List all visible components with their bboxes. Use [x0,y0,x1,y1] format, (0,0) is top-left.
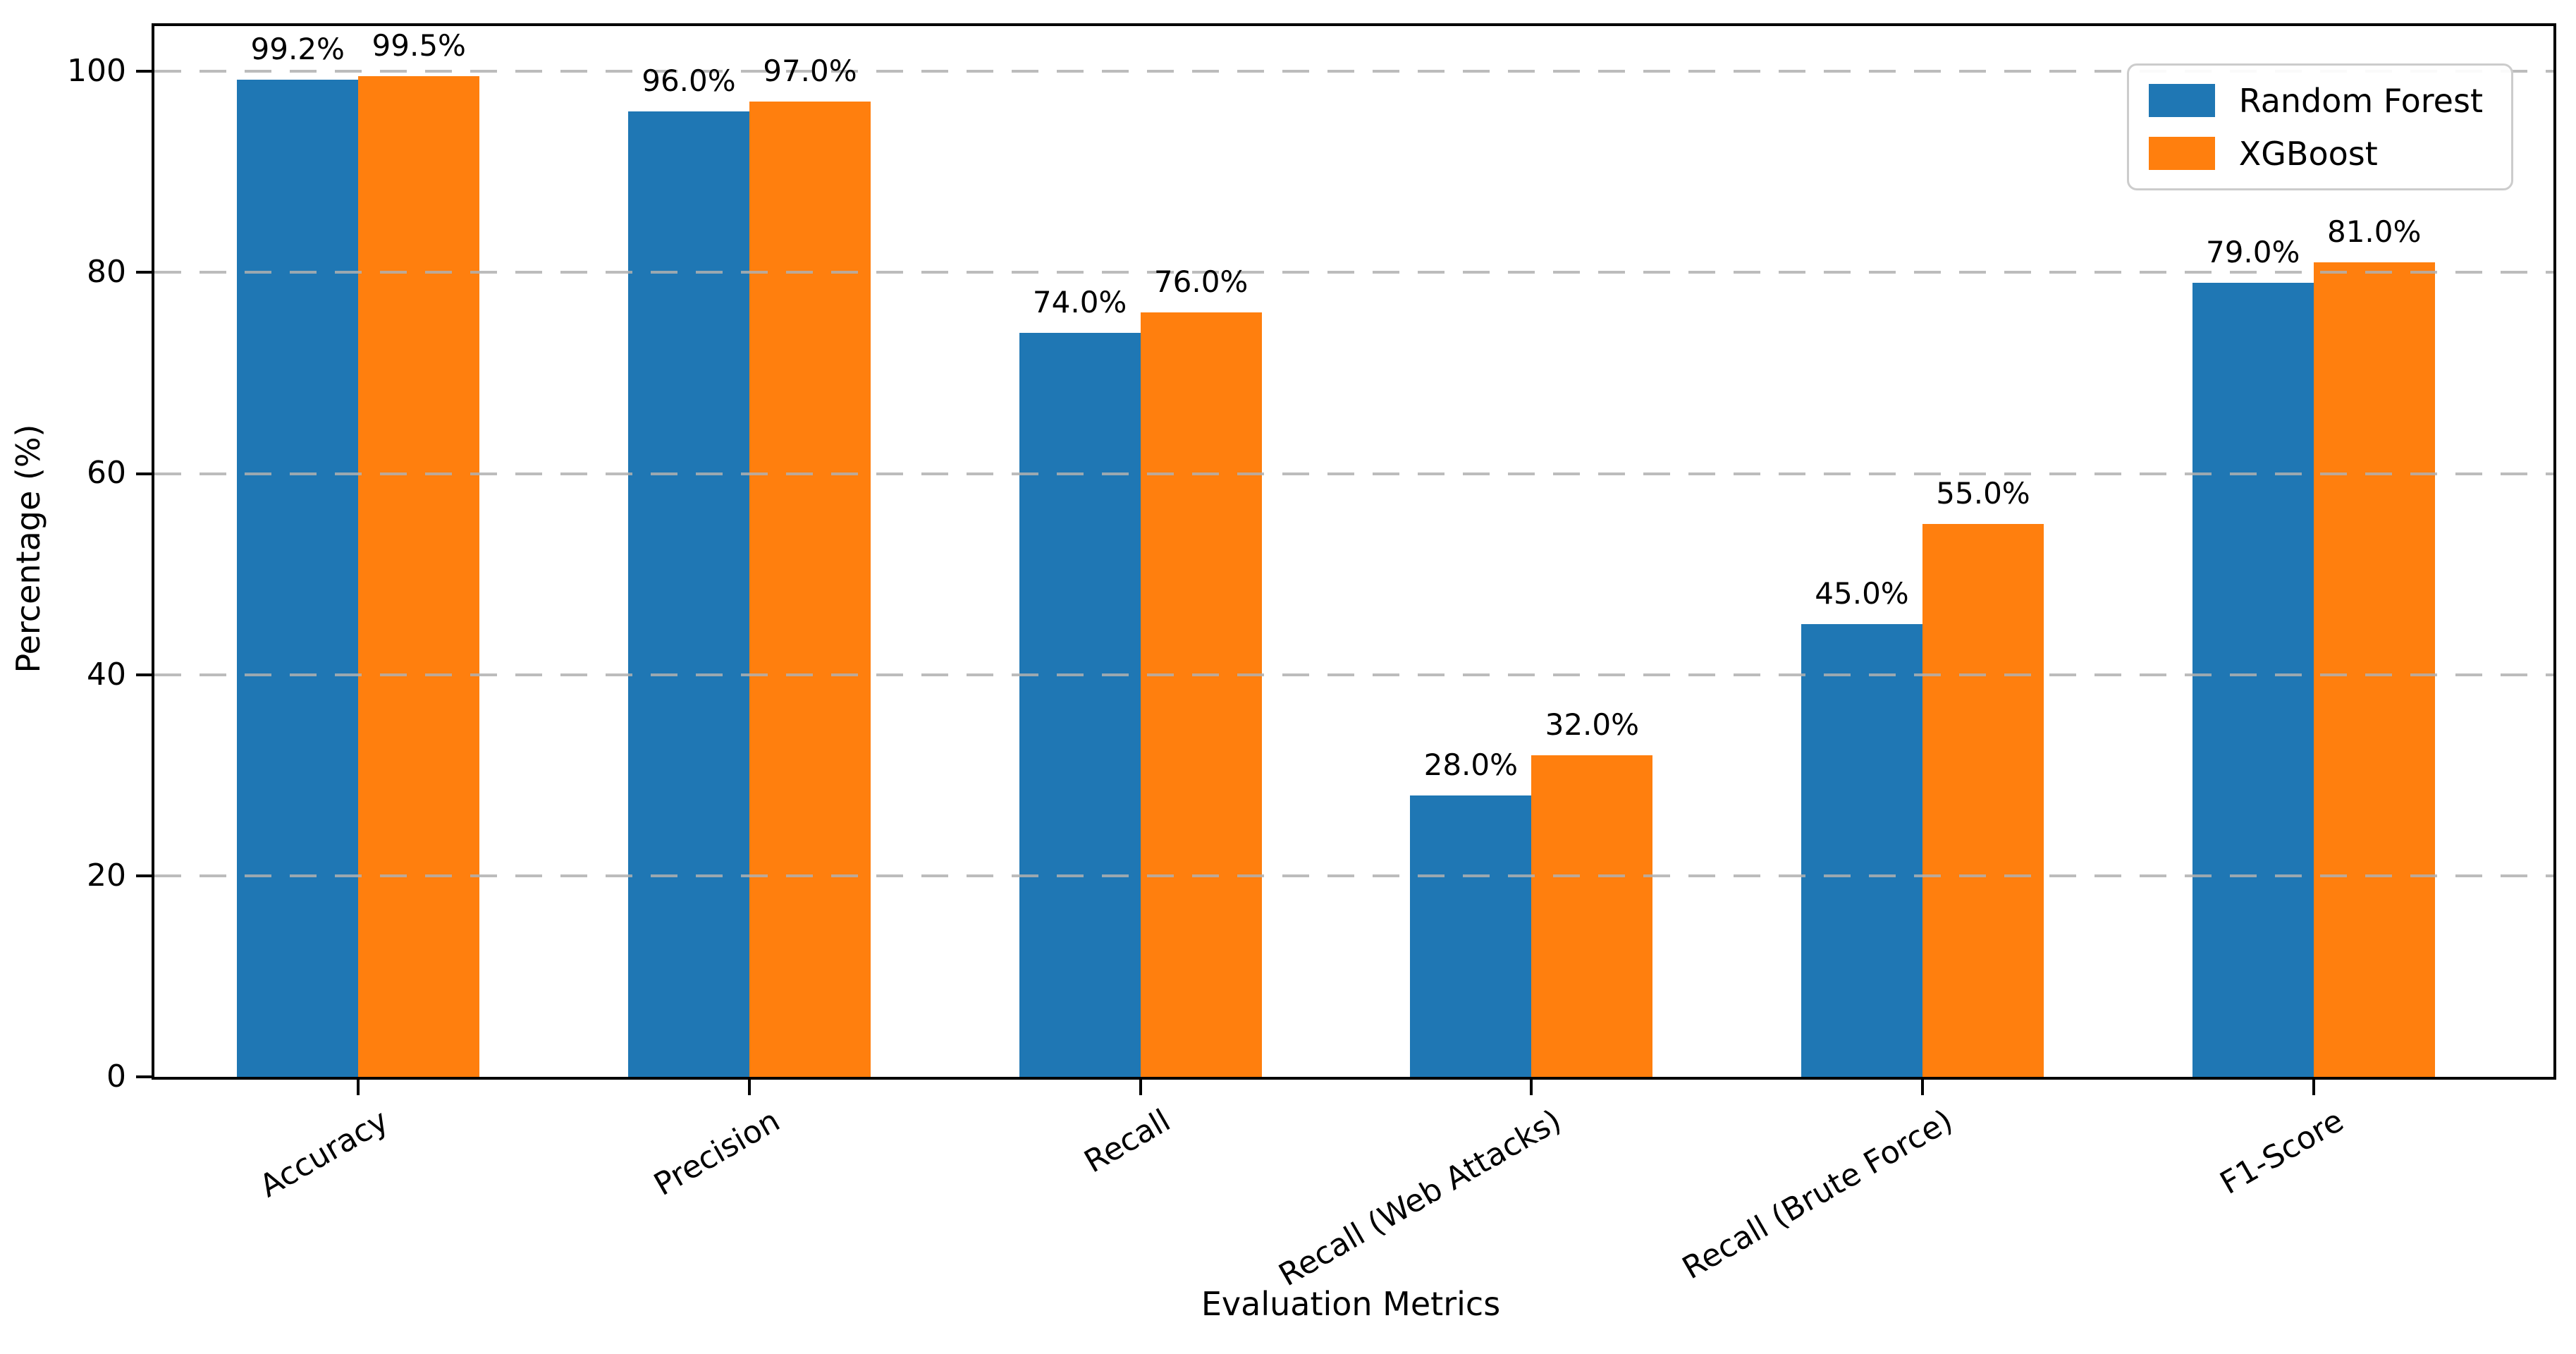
x-tick-mark-5 [2312,1080,2315,1095]
gridline-y-40 [154,673,2553,676]
value-label-random-forest-1: 96.0% [642,63,736,99]
x-tick-mark-2 [1139,1080,1142,1095]
x-tick-mark-1 [747,1080,751,1095]
y-tick-mark-100 [136,70,152,73]
legend-label-random-forest: Random Forest [2238,81,2483,120]
legend-item-random-forest: Random Forest [2148,81,2483,120]
plot-area: 99.2% 99.5% 96.0% 97.0% 74.0% 76.0% 28.0% 32.0%… [67,23,2556,1293]
gridline-y-100 [154,70,2553,73]
x-tick-label-4: Recall (Brute Force) [1676,1102,1959,1287]
bar-xgboost-4 [1922,523,2044,1077]
x-tick-label-0: Accuracy [254,1102,395,1205]
legend-swatch-xgboost [2148,137,2215,170]
bar-xgboost-2 [1140,312,1262,1077]
bar-xgboost-0 [358,76,480,1077]
value-label-xgboost-4: 55.0% [1936,475,2030,511]
gridline-y-20 [154,874,2553,877]
gridline-y-80 [154,271,2553,274]
bar-xgboost-3 [1531,755,1653,1077]
legend-item-xgboost: XGBoost [2148,134,2483,173]
value-label-xgboost-2: 76.0% [1153,264,1249,300]
y-tick-label-0: 0 [106,1059,126,1094]
value-label-random-forest-5: 79.0% [2205,234,2300,269]
legend-swatch-random-forest [2148,84,2215,117]
y-tick-label-60: 60 [87,455,126,492]
y-tick-label-100: 100 [67,53,126,90]
value-label-xgboost-3: 32.0% [1545,707,1640,742]
gridline-y-60 [154,472,2553,475]
bar-random-forest-2 [1019,332,1141,1077]
bars-layer [154,26,2553,1077]
x-axis-title: Evaluation Metrics [1201,1285,1501,1323]
y-axis-title: Percentage (%) [9,424,47,673]
y-tick-label-40: 40 [87,656,126,693]
bar-random-forest-4 [1801,624,1922,1077]
bar-xgboost-5 [2313,262,2435,1077]
value-label-xgboost-1: 97.0% [763,53,857,88]
value-label-random-forest-4: 45.0% [1815,576,1909,611]
x-tick-mark-4 [1921,1080,1924,1095]
value-label-random-forest-0: 99.2% [250,31,345,66]
y-tick-mark-80 [136,271,152,274]
y-tick-mark-40 [136,673,152,676]
y-tick-mark-60 [136,472,152,475]
value-label-xgboost-5: 81.0% [2326,214,2422,250]
y-tick-mark-0 [136,1075,152,1078]
x-tick-label-3: Recall (Web Attacks) [1273,1102,1568,1294]
y-tick-mark-20 [136,874,152,877]
bar-random-forest-3 [1410,795,1532,1077]
y-tick-label-80: 80 [87,254,126,291]
legend: Random Forest XGBoost [2126,63,2513,190]
bar-xgboost-1 [749,101,871,1077]
legend-label-xgboost: XGBoost [2238,134,2378,173]
value-label-random-forest-2: 74.0% [1032,284,1127,319]
y-tick-label-20: 20 [87,857,126,893]
x-tick-label-2: Recall [1078,1102,1177,1181]
x-tick-label-1: Precision [647,1102,786,1203]
bar-random-forest-0 [237,79,359,1077]
x-tick-label-5: F1-Score [2214,1102,2350,1202]
x-tick-mark-3 [1530,1080,1533,1095]
x-tick-mark-0 [357,1080,360,1095]
value-labels-layer: 99.2% 99.5% 96.0% 97.0% 74.0% 76.0% 28.0% 32.0%… [154,26,2553,1077]
ticks-layer: 0 20 40 60 80 100 Accuracy Precision Recall Recal… [67,26,2553,1293]
value-label-xgboost-0: 99.5% [372,28,466,63]
gridlines-layer [154,26,2553,1077]
value-label-random-forest-3: 28.0% [1423,747,1519,782]
bar-random-forest-5 [2192,282,2314,1077]
